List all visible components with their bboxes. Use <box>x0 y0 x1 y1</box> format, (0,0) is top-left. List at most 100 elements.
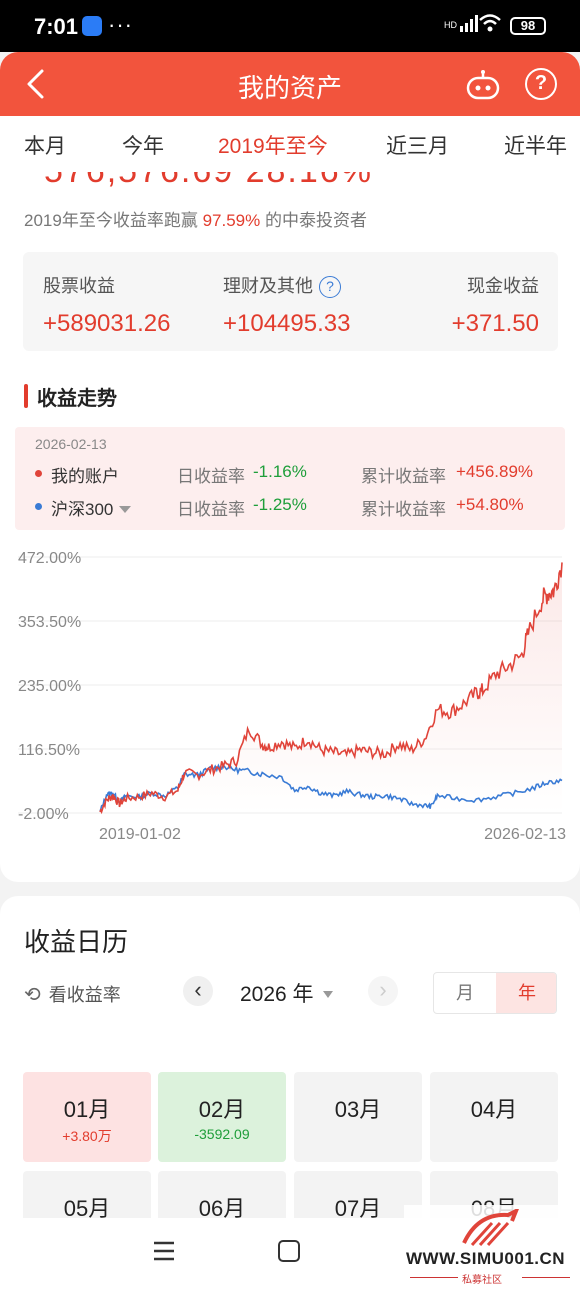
watermark-url: WWW.SIMU001.CN <box>406 1249 566 1268</box>
month-label: 02月 <box>198 1097 246 1122</box>
beat-prefix: 2019年至今收益率跑赢 <box>24 211 198 230</box>
month-cell-jul[interactable]: 07月 <box>294 1171 422 1226</box>
month-label: 06月 <box>198 1196 246 1221</box>
cumulative-return-value: +456.89% <box>456 462 534 481</box>
my-account-series-line <box>99 562 563 815</box>
cumulative-return-label: 累计收益率 <box>361 500 446 519</box>
recent-apps-icon[interactable] <box>152 1240 176 1262</box>
year-label: 2026 年 <box>240 983 314 1006</box>
tab-this-year[interactable]: 今年 <box>122 135 164 158</box>
month-cell-feb[interactable]: 02月 -3592.09 <box>158 1072 286 1162</box>
legend-dot <box>35 470 42 477</box>
month-label: 07月 <box>334 1196 382 1221</box>
battery-icon: 98 <box>510 17 546 35</box>
y-tick-label: 116.50% <box>18 742 80 759</box>
refresh-icon: ⟲ <box>24 984 41 1006</box>
legend-row-benchmark: 沪深300 日收益率 -1.25% 累计收益率 +54.80% <box>35 495 565 519</box>
trend-title-text: 收益走势 <box>37 388 117 410</box>
legend-row-my-account: 我的账户 日收益率 -1.16% 累计收益率 +456.89% <box>35 462 565 486</box>
benchmark-selector[interactable]: 沪深300 <box>51 495 132 520</box>
y-tick-label: -2.00% <box>18 806 69 823</box>
back-arrow-icon[interactable] <box>22 68 52 100</box>
month-cell-apr[interactable]: 04月 <box>430 1072 558 1162</box>
legend-series-name: 我的账户 <box>51 467 119 486</box>
month-label: 05月 <box>63 1196 111 1221</box>
beat-percent: 97.59% <box>202 211 261 230</box>
watermark-subtitle: 私募社区 <box>462 1275 502 1286</box>
period-tabs: 本月 今年 2019年至今 近三月 近半年 <box>0 116 580 172</box>
month-value: +3.80万 <box>62 1128 112 1144</box>
next-year-button[interactable]: › <box>368 976 398 1006</box>
month-cell-may[interactable]: 05月 <box>23 1171 151 1226</box>
view-rate-toggle[interactable]: ⟲ 看收益率 <box>24 981 121 1007</box>
app-header: 我的资产 ? <box>0 52 580 116</box>
view-rate-label: 看收益率 <box>48 985 121 1005</box>
tab-since-2019[interactable]: 2019年至今 <box>218 135 328 158</box>
stock-earnings: 股票收益 +589031.26 <box>43 272 170 338</box>
daily-return-value: -1.16% <box>253 462 307 481</box>
tab-this-month[interactable]: 本月 <box>24 135 66 158</box>
help-icon[interactable]: ? <box>525 68 557 100</box>
cumulative-return-label: 累计收益率 <box>361 467 446 486</box>
asset-summary-card: 576,576.69 28.16% 2019年至今收益率跑赢 97.59% 的中… <box>0 172 580 882</box>
wealth-earnings-label-row: 理财及其他? <box>223 272 350 298</box>
cash-earnings-value: +371.50 <box>451 310 539 337</box>
month-label: 01月 <box>63 1097 111 1122</box>
x-end-label: 2026-02-13 <box>484 826 566 843</box>
month-label: 04月 <box>470 1097 518 1122</box>
home-icon[interactable] <box>278 1240 300 1262</box>
wifi-icon <box>479 14 501 32</box>
month-label: 03月 <box>334 1097 382 1122</box>
trend-legend: 2026-02-13 我的账户 日收益率 -1.16% 累计收益率 +456.8… <box>15 427 565 530</box>
beat-suffix: 的中泰投资者 <box>264 211 367 230</box>
cumulative-return-value: +54.80% <box>456 495 524 514</box>
watermark-line <box>522 1277 570 1278</box>
year-navigator: ‹ 2026 年 › <box>183 976 403 1010</box>
tab-last-half-year[interactable]: 近半年 <box>504 135 567 158</box>
total-earnings-value: 576,576.69 28.16% <box>44 172 373 191</box>
earnings-breakdown: 股票收益 +589031.26 理财及其他? +104495.33 现金收益 +… <box>23 252 558 351</box>
calendar-title: 收益日历 <box>24 927 129 957</box>
segment-year[interactable]: 年 <box>496 973 556 1013</box>
watermark-logo-icon <box>462 1209 519 1247</box>
tab-last-three-months[interactable]: 近三月 <box>386 135 449 158</box>
wealth-earnings-label: 理财及其他 <box>223 276 313 296</box>
x-start-label: 2019-01-02 <box>99 826 181 843</box>
signal-hd-label: HD <box>444 20 457 30</box>
cash-earnings-label: 现金收益 <box>467 276 539 296</box>
more-notifications-icon: ··· <box>108 12 133 37</box>
stock-earnings-label: 股票收益 <box>43 276 115 296</box>
earnings-calendar-card: 收益日历 ⟲ 看收益率 ‹ 2026 年 › 月 年 01月 +3.80万 02月 -… <box>0 896 580 1226</box>
my-account-area <box>100 562 562 813</box>
question-icon[interactable]: ? <box>319 276 341 298</box>
trend-chart[interactable]: 472.00% 353.50% 235.00% 116.50% -2.00% 2019-0… <box>0 547 580 847</box>
daily-return-value: -1.25% <box>253 495 307 514</box>
y-tick-label: 235.00% <box>18 678 81 695</box>
signal-icon: HD <box>444 14 482 32</box>
month-cell-jan[interactable]: 01月 +3.80万 <box>23 1072 151 1162</box>
caret-down-icon <box>322 991 333 998</box>
previous-year-button[interactable]: ‹ <box>183 976 213 1006</box>
robot-assistant-icon[interactable] <box>465 69 501 101</box>
month-cell-jun[interactable]: 06月 <box>158 1171 286 1226</box>
cash-earnings: 现金收益 +371.50 <box>444 272 539 338</box>
daily-return-label: 日收益率 <box>177 500 245 519</box>
legend-dot <box>35 503 42 510</box>
legend-series-name: 沪深300 <box>51 500 114 519</box>
wealth-earnings-value: +104495.33 <box>223 310 351 337</box>
y-tick-label: 472.00% <box>18 550 81 567</box>
caret-down-icon <box>119 506 132 513</box>
month-cell-mar[interactable]: 03月 <box>294 1072 422 1162</box>
watermark-line <box>410 1277 458 1278</box>
wealth-earnings: 理财及其他? +104495.33 <box>223 272 350 338</box>
watermark: WWW.SIMU001.CN 私募社区 <box>404 1205 580 1289</box>
month-value: -3592.09 <box>194 1126 250 1142</box>
status-time: 7:01 <box>34 14 79 39</box>
month-year-segment: 月 年 <box>433 972 557 1014</box>
legend-date: 2026-02-13 <box>35 436 107 452</box>
stock-earnings-value: +589031.26 <box>43 310 171 337</box>
year-selector[interactable]: 2026 年 <box>240 978 333 1008</box>
segment-month[interactable]: 月 <box>456 983 474 1003</box>
page-title: 我的资产 <box>237 73 342 103</box>
beat-investors-text: 2019年至今收益率跑赢 97.59% 的中泰投资者 <box>24 206 367 231</box>
